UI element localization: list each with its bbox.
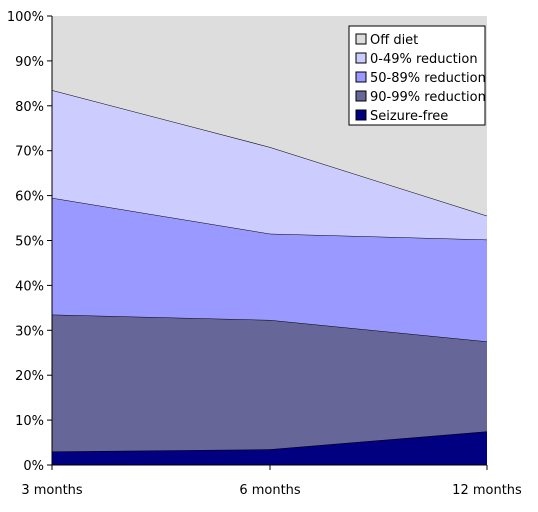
legend-label-90-99-reduction: 90-99% reduction (370, 90, 486, 105)
legend-label-50-89-reduction: 50-89% reduction (370, 71, 486, 86)
y-tick-label: 20% (15, 369, 44, 384)
legend-box (348, 25, 486, 126)
legend-swatch-90-99-reduction (355, 90, 367, 102)
area-seizure-free (52, 431, 487, 465)
y-axis-tick-labels: 0% 10% 20% 30% 40% 50% 60% 70% 80% 90% 100% (7, 10, 44, 474)
legend-swatch-50-89-reduction (355, 71, 367, 83)
legend-label-0-49-reduction: 0-49% reduction (370, 52, 478, 67)
y-tick-label: 100% (7, 10, 44, 25)
x-axis-tick-labels: 3 months 6 months 12 months (21, 483, 522, 498)
area-0-49-reduction (52, 90, 487, 240)
x-tick-label: 3 months (21, 483, 83, 498)
area-50-89-reduction (52, 197, 487, 342)
x-tick-label: 6 months (239, 483, 301, 498)
axes (47, 15, 488, 470)
y-tick-label: 0% (23, 459, 44, 474)
y-tick-label: 50% (15, 235, 44, 250)
y-tick-label: 90% (15, 55, 44, 70)
legend-swatch-seizure-free (355, 109, 367, 121)
x-tick-label: 12 months (452, 483, 522, 498)
y-tick-label: 70% (15, 145, 44, 160)
legend-label-off-diet: Off diet (370, 33, 418, 48)
legend-swatch-off-diet (355, 33, 367, 45)
legend: Off diet 0-49% reduction 50-89% reduction 9… (348, 25, 486, 126)
y-tick-label: 40% (15, 279, 44, 294)
legend-swatch-0-49-reduction (355, 52, 367, 64)
legend-label-seizure-free: Seizure-free (370, 109, 448, 124)
area-90-99-reduction (52, 314, 487, 452)
y-tick-label: 30% (15, 324, 44, 339)
y-tick-label: 60% (15, 190, 44, 205)
y-tick-label: 80% (15, 100, 44, 115)
y-tick-label: 10% (15, 414, 44, 429)
